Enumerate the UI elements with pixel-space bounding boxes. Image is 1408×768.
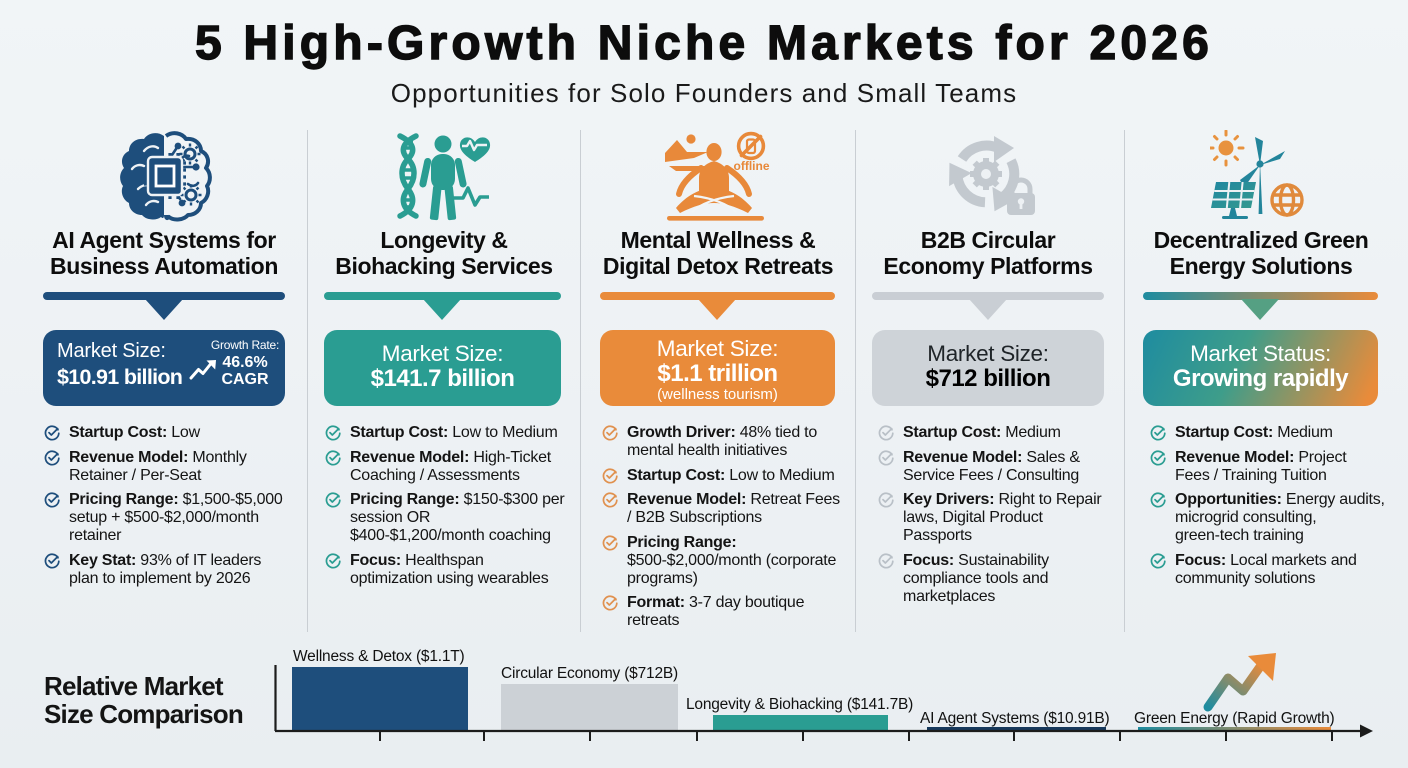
svg-text:AI Agent Systems ($10.91B): AI Agent Systems ($10.91B) [920,710,1110,727]
svg-text:Longevity & Biohacking ($141.7: Longevity & Biohacking ($141.7B) [686,696,913,713]
svg-text:Green Energy (Rapid Growth): Green Energy (Rapid Growth) [1134,710,1335,727]
svg-text:Circular Economy ($712B): Circular Economy ($712B) [501,665,678,682]
svg-text:offline: offline [734,159,770,173]
svg-text:Wellness & Detox ($1.1T): Wellness & Detox ($1.1T) [293,648,465,665]
